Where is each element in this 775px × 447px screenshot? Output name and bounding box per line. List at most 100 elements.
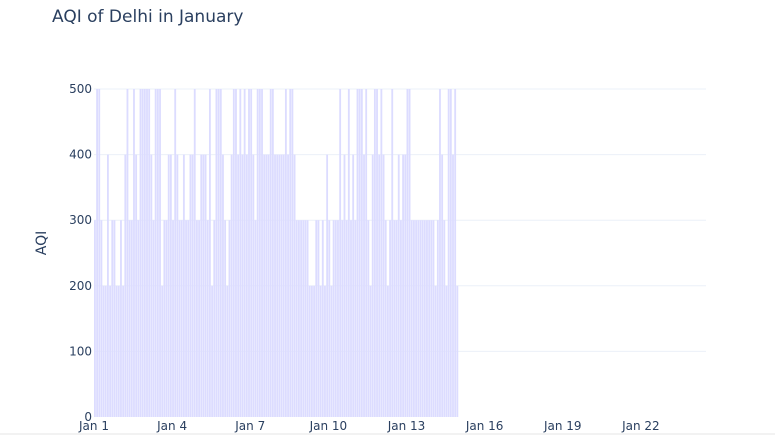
- aqi-bar: [133, 89, 135, 417]
- aqi-bar: [113, 220, 116, 417]
- aqi-bar: [271, 89, 274, 417]
- aqi-bar: [189, 154, 192, 417]
- aqi-bar: [278, 154, 281, 417]
- aqi-bar: [232, 89, 235, 417]
- aqi-bar: [248, 89, 250, 417]
- aqi-bar: [384, 220, 387, 417]
- aqi-bar: [382, 154, 385, 417]
- aqi-bar: [417, 220, 420, 417]
- y-tick-label: 300: [69, 213, 92, 227]
- aqi-bar: [376, 89, 378, 417]
- aqi-bar: [402, 154, 404, 417]
- x-tick-label: Jan 13: [387, 419, 426, 433]
- aqi-bar: [102, 285, 105, 417]
- aqi-bar: [358, 89, 361, 417]
- aqi-bar: [154, 89, 157, 417]
- aqi-bar: [373, 89, 376, 417]
- aqi-bar: [293, 154, 296, 417]
- aqi-bar: [167, 154, 170, 417]
- aqi-bar: [410, 220, 413, 417]
- aqi-bar: [265, 154, 268, 417]
- aqi-bar: [252, 154, 255, 417]
- aqi-bar: [198, 220, 200, 417]
- aqi-bar: [317, 220, 320, 417]
- aqi-bar: [356, 89, 359, 417]
- aqi-bar: [209, 89, 211, 417]
- aqi-bar: [400, 220, 402, 417]
- aqi-bar: [96, 89, 98, 417]
- aqi-bar: [386, 285, 389, 417]
- aqi-bar: [213, 220, 216, 417]
- aqi-bar: [263, 154, 266, 417]
- aqi-bar: [291, 89, 294, 417]
- aqi-bar: [395, 220, 398, 417]
- y-tick-label: 400: [69, 148, 92, 162]
- aqi-bar: [426, 220, 428, 417]
- aqi-bar: [219, 89, 222, 417]
- aqi-bar: [391, 89, 394, 417]
- aqi-bar: [139, 89, 142, 417]
- aqi-bar: [143, 89, 146, 417]
- aqi-bar: [274, 154, 276, 417]
- aqi-bar: [165, 220, 168, 417]
- aqi-bar: [141, 89, 144, 417]
- aqi-bar: [406, 89, 409, 417]
- aqi-bar: [430, 220, 433, 417]
- aqi-bar: [163, 220, 166, 417]
- aqi-bar: [169, 154, 172, 417]
- aqi-bar: [256, 89, 259, 417]
- chart-title: AQI of Delhi in January: [52, 7, 243, 27]
- aqi-bar: [408, 89, 411, 417]
- x-tick-label: Jan 10: [309, 419, 348, 433]
- y-tick-label: 200: [69, 279, 92, 293]
- y-axis-title: AQI: [34, 231, 50, 255]
- aqi-bar: [98, 89, 101, 417]
- aqi-bar: [206, 220, 209, 417]
- aqi-bar: [311, 285, 313, 417]
- aqi-bar: [267, 154, 270, 417]
- aqi-bar: [378, 154, 381, 417]
- aqi-bar: [449, 89, 452, 417]
- aqi-bar: [380, 89, 383, 417]
- aqi-bar: [295, 220, 298, 417]
- aqi-bar: [122, 285, 125, 417]
- y-tick-label: 0: [84, 410, 92, 424]
- aqi-bar: [326, 154, 329, 417]
- aqi-bar: [193, 89, 196, 417]
- aqi-bar: [334, 220, 337, 417]
- aqi-bar: [287, 154, 289, 417]
- aqi-bar: [222, 154, 224, 417]
- aqi-bar: [343, 154, 346, 417]
- aqi-bar: [137, 220, 140, 417]
- aqi-bar: [117, 285, 120, 417]
- aqi-bar: [241, 154, 244, 417]
- aqi-bar: [300, 220, 302, 417]
- aqi-bar: [289, 89, 292, 417]
- aqi-bar: [443, 220, 446, 417]
- aqi-bar: [447, 89, 450, 417]
- aqi-bar: [367, 220, 370, 417]
- aqi-bar: [115, 285, 118, 417]
- aqi-bar: [156, 89, 159, 417]
- aqi-bar: [363, 154, 365, 417]
- aqi-bar: [339, 89, 342, 417]
- aqi-bar: [226, 285, 229, 417]
- aqi-bar: [423, 220, 426, 417]
- aqi-bar: [94, 220, 96, 417]
- aqi-bar: [436, 220, 439, 417]
- x-tick-label: Jan 4: [156, 419, 187, 433]
- aqi-bar: [389, 220, 391, 417]
- aqi-bar: [413, 220, 415, 417]
- aqi-bar: [393, 220, 396, 417]
- aqi-bar: [280, 154, 283, 417]
- aqi-bar: [228, 220, 231, 417]
- aqi-bar: [254, 220, 257, 417]
- aqi-bar: [235, 89, 237, 417]
- aqi-bar: [230, 154, 233, 417]
- aqi-bar: [341, 220, 344, 417]
- aqi-bar: [308, 285, 311, 417]
- aqi-bar: [432, 220, 435, 417]
- aqi-bar: [415, 220, 418, 417]
- aqi-bar: [200, 154, 203, 417]
